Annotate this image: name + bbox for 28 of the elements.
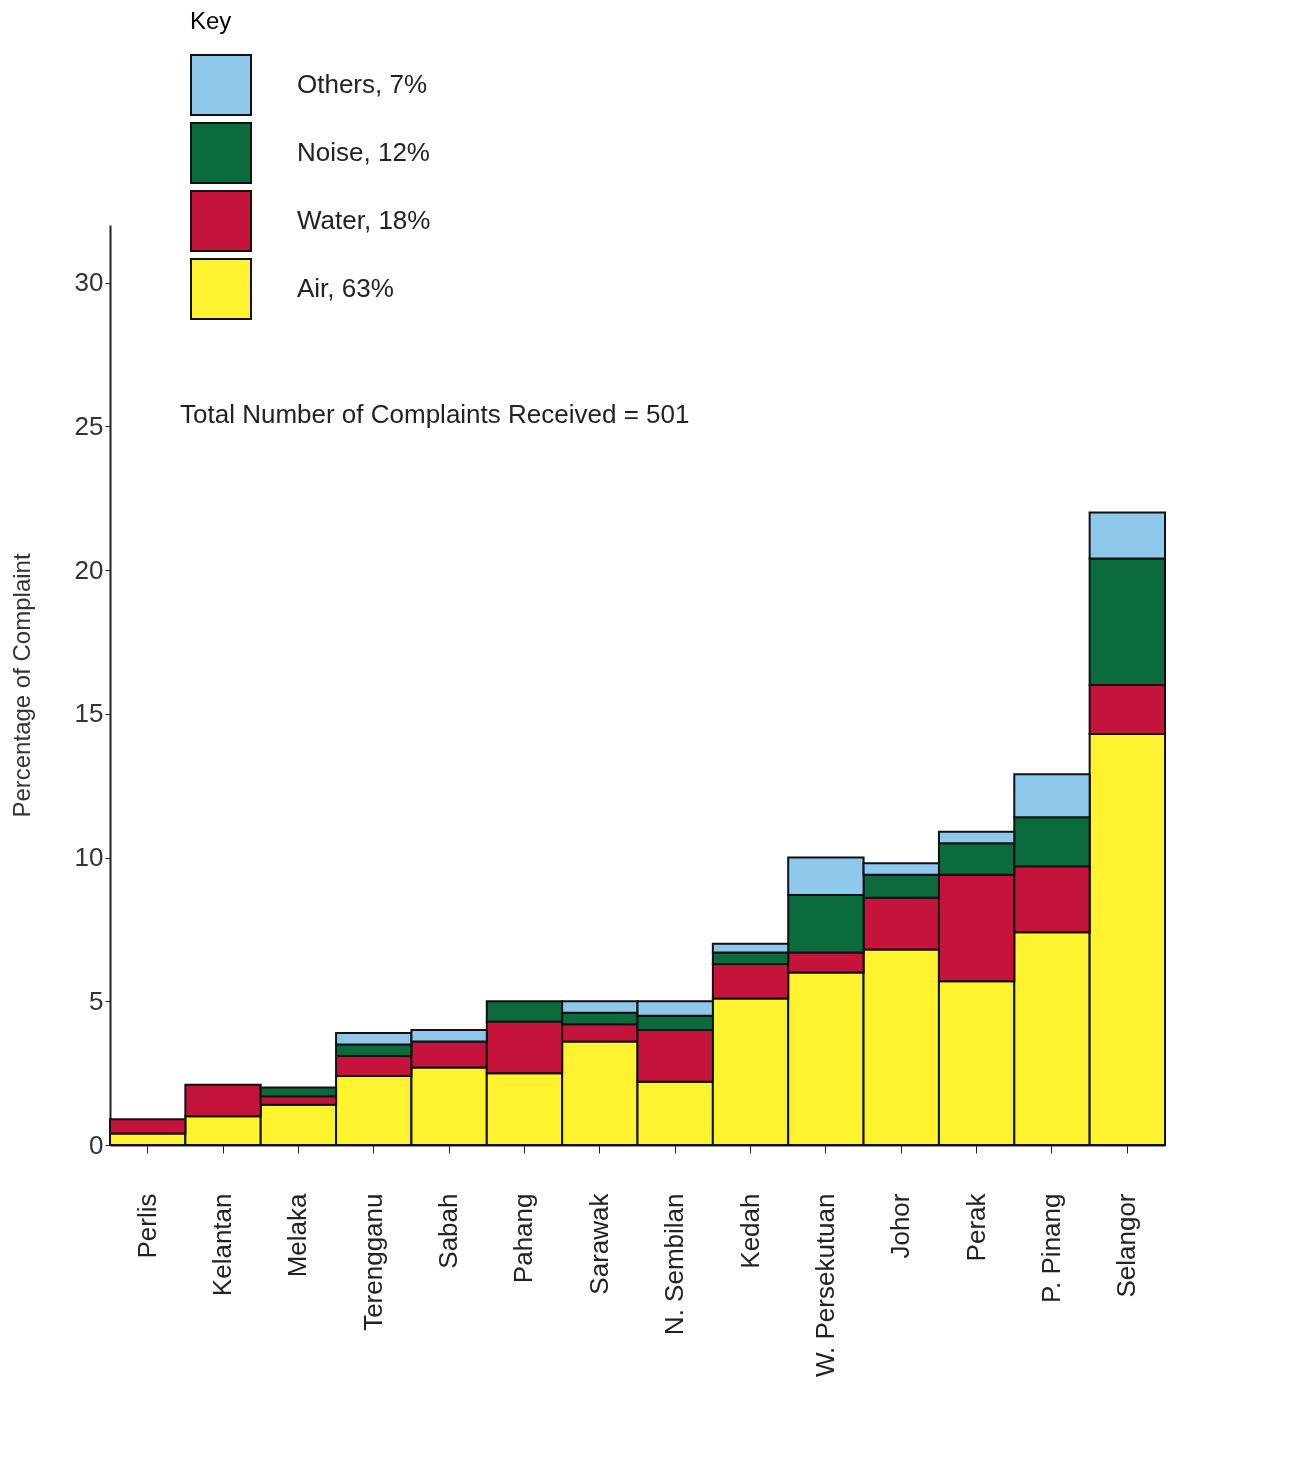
x-tick-label: Selangor — [1111, 1193, 1142, 1298]
x-tick-label: P. Pinang — [1035, 1193, 1066, 1303]
legend-label: Water, 18% — [297, 205, 431, 235]
x-tick-label: Kedah — [734, 1193, 765, 1269]
y-axis-title: Percentage of Complaint — [7, 553, 35, 818]
y-tick-label: 20 — [74, 554, 104, 585]
x-tick-label: Perak — [960, 1192, 991, 1262]
y-tick-label: 0 — [89, 1129, 104, 1160]
x-tick-label: Sabah — [433, 1193, 464, 1269]
x-tick-label: W. Persekutuan — [809, 1193, 840, 1378]
y-tick-label: 30 — [74, 267, 104, 297]
y-tick-label: 5 — [89, 985, 104, 1016]
y-tick-label: 10 — [74, 842, 104, 872]
y-tick-label: 25 — [74, 410, 104, 441]
x-tick-label: Johor — [885, 1193, 916, 1259]
x-tick-label: N. Sembilan — [659, 1193, 690, 1336]
annotation: Total Number of Complaints Received = 501 — [180, 399, 690, 429]
x-tick-label: Terengganu — [357, 1193, 388, 1331]
y-tick-label: 15 — [74, 698, 104, 729]
x-tick-label: Kelantan — [207, 1193, 238, 1297]
legend-label: Others, 7% — [297, 69, 428, 99]
legend-label: Noise, 12% — [297, 137, 430, 167]
x-tick-label: Sarawak — [583, 1192, 614, 1295]
x-tick-label: Perlis — [131, 1193, 162, 1259]
legend-label: Air, 63% — [297, 273, 394, 303]
x-tick-label: Pahang — [508, 1193, 539, 1284]
x-tick-label: Melaka — [282, 1192, 313, 1278]
legend-title: Key — [190, 7, 232, 34]
